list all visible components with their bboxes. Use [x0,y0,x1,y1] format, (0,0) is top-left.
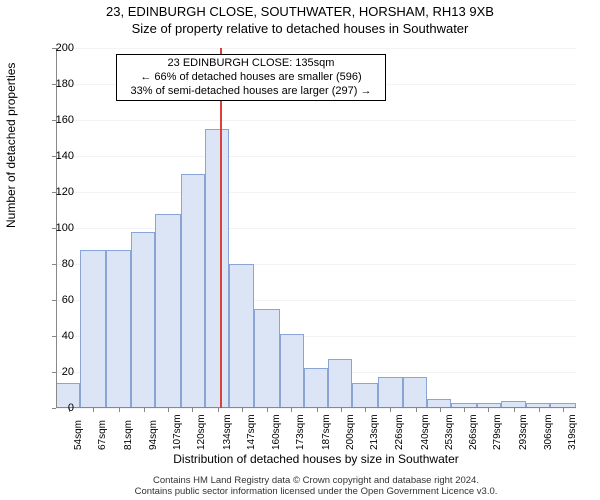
x-tick-label: 134sqm [222,414,233,450]
histogram-bar [254,309,280,408]
x-tick-label: 81sqm [123,420,134,450]
x-tick-mark [317,408,318,412]
y-tick-label: 40 [44,330,74,342]
footer-attribution: Contains HM Land Registry data © Crown c… [56,476,576,498]
x-axis-title: Distribution of detached houses by size … [56,452,576,466]
chart-container: { "title": "23, EDINBURGH CLOSE, SOUTHWA… [0,0,600,500]
histogram-bar [181,174,205,408]
chart-title: 23, EDINBURGH CLOSE, SOUTHWATER, HORSHAM… [0,0,600,19]
x-tick-mark [168,408,169,412]
x-tick-mark [267,408,268,412]
x-tick-mark [390,408,391,412]
x-tick-mark [93,408,94,412]
plot-area: 23 EDINBURGH CLOSE: 135sqm ← 66% of deta… [56,48,576,408]
chart-subtitle: Size of property relative to detached ho… [0,19,600,36]
bars-group [56,48,576,408]
annotation-box: 23 EDINBURGH CLOSE: 135sqm ← 66% of deta… [116,54,386,101]
y-tick-label: 80 [44,258,74,270]
histogram-bar [403,377,427,408]
y-tick-label: 140 [44,150,74,162]
histogram-bar [155,214,181,408]
y-tick-label: 100 [44,222,74,234]
y-axis-title: Number of detached properties [4,63,18,228]
histogram-bar [304,368,328,408]
histogram-bar [328,359,352,408]
x-tick-label: 147sqm [246,414,257,450]
y-tick-label: 160 [44,114,74,126]
histogram-bar [229,264,253,408]
x-tick-label: 54sqm [73,420,84,450]
x-tick-label: 240sqm [420,414,431,450]
histogram-bar [106,250,130,408]
x-tick-label: 226sqm [394,414,405,450]
x-tick-label: 266sqm [468,414,479,450]
x-tick-label: 160sqm [271,414,282,450]
x-tick-label: 67sqm [97,420,108,450]
x-tick-mark [514,408,515,412]
x-tick-label: 306sqm [543,414,554,450]
y-tick-label: 200 [44,42,74,54]
y-tick-label: 120 [44,186,74,198]
x-tick-label: 187sqm [321,414,332,450]
x-tick-label: 94sqm [148,420,159,450]
histogram-bar [378,377,402,408]
x-tick-mark [416,408,417,412]
x-tick-mark [365,408,366,412]
x-tick-label: 200sqm [345,414,356,450]
x-tick-mark [144,408,145,412]
x-tick-label: 253sqm [444,414,455,450]
x-tick-mark [119,408,120,412]
histogram-bar [80,250,106,408]
y-tick-label: 0 [44,402,74,414]
y-tick-label: 60 [44,294,74,306]
x-tick-mark [242,408,243,412]
histogram-bar [131,232,155,408]
histogram-bar [205,129,229,408]
x-tick-mark [192,408,193,412]
x-tick-mark [539,408,540,412]
reference-line [220,48,222,408]
footer-line2: Contains public sector information licen… [56,487,576,498]
y-tick-label: 180 [44,78,74,90]
x-tick-label: 279sqm [492,414,503,450]
x-tick-label: 319sqm [567,414,578,450]
x-tick-mark [218,408,219,412]
annotation-line3: 33% of semi-detached houses are larger (… [123,85,379,99]
y-tick-label: 20 [44,366,74,378]
x-tick-mark [464,408,465,412]
annotation-line1: 23 EDINBURGH CLOSE: 135sqm [123,57,379,71]
x-tick-mark [341,408,342,412]
x-tick-mark [563,408,564,412]
x-tick-mark [291,408,292,412]
x-tick-label: 120sqm [196,414,207,450]
x-tick-label: 173sqm [295,414,306,450]
x-tick-mark [440,408,441,412]
x-tick-mark [488,408,489,412]
histogram-bar [352,383,378,408]
x-tick-label: 213sqm [369,414,380,450]
x-tick-label: 293sqm [518,414,529,450]
x-tick-label: 107sqm [172,414,183,450]
annotation-line2: ← 66% of detached houses are smaller (59… [123,71,379,85]
histogram-bar [280,334,304,408]
